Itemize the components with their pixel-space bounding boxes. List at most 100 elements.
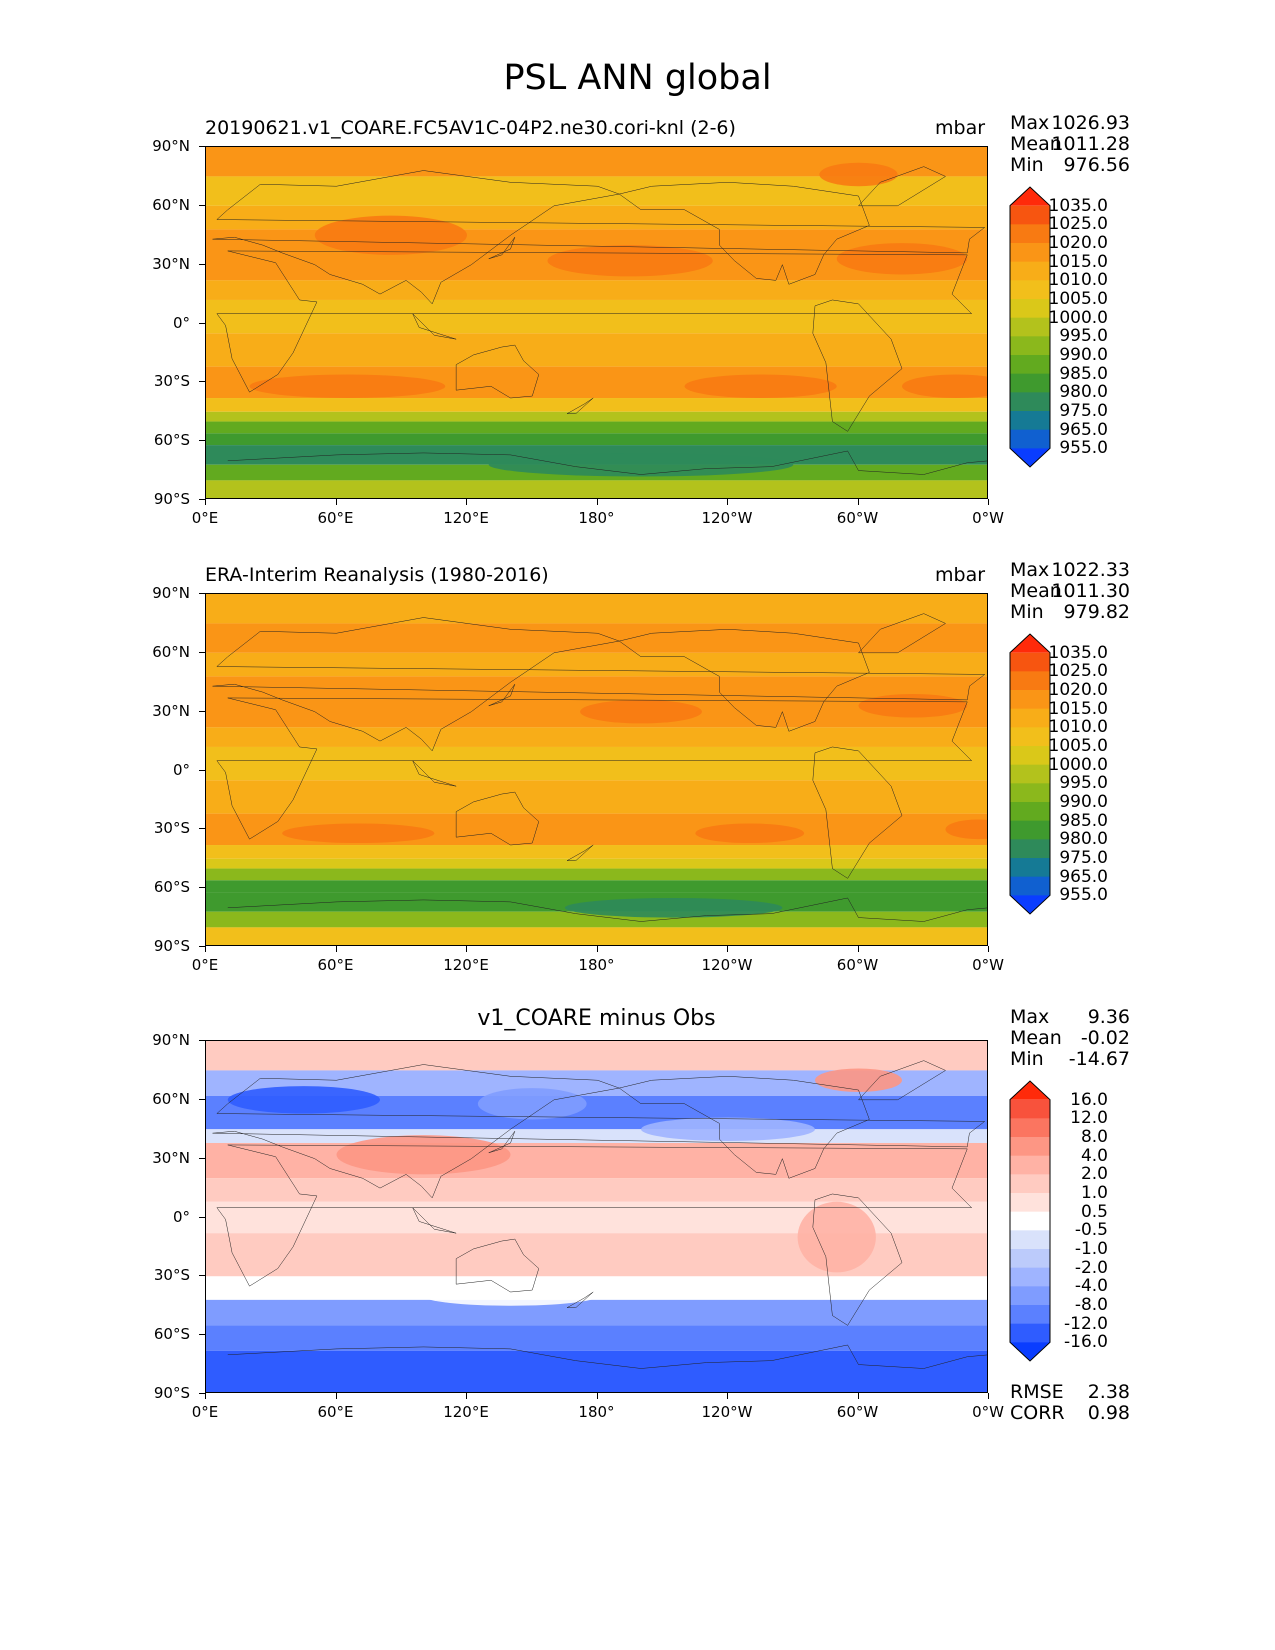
colorbar-segment [1010,746,1050,766]
colorbar-label: 995.0 [1059,773,1108,794]
lat-tick-label: 0° [172,1207,190,1226]
coastline [619,629,869,731]
coastline [489,1131,515,1153]
field-anomaly [695,823,805,844]
colorbar-segment [1010,727,1050,747]
lat-tick-label: 30°N [152,1148,190,1167]
lon-tick-label: 0°W [972,1403,1004,1421]
colorbar-segment [1010,1342,1050,1361]
stat-mean-label: Mean [1010,580,1062,602]
field-anomaly [336,1135,511,1175]
colorbar-segment [1010,783,1050,803]
lat-tick-mark [199,828,205,830]
field-anomaly [314,215,467,255]
lon-tick-label: 60°W [836,1403,879,1421]
colorbar-segment [1010,802,1050,822]
lat-tick-label: 90°S [153,490,190,508]
field-anomaly [858,694,968,718]
coastline [813,747,902,878]
field-band [206,880,987,893]
lon-tick-label: 120°E [443,509,489,527]
colorbar-label: 955.0 [1059,438,1108,459]
colorbar-segment [1010,652,1050,672]
lat-tick-label: 0° [172,760,190,779]
lat-tick-label: 30°S [153,1266,190,1285]
lon-tick-mark [857,1393,859,1399]
lat-tick-label: 90°N [152,584,190,602]
coastline [489,237,515,259]
lat-tick-label: 60°N [152,1089,190,1108]
lon-tick-label: 120°W [701,956,753,974]
lon-tick-label: 180° [578,956,615,974]
colorbar-label: 1035.0 [1048,195,1108,216]
field-band [206,623,987,653]
lon-tick-mark [988,1393,989,1399]
field-anomaly [227,1086,380,1114]
coastline [213,618,985,751]
colorbar-segment [1010,280,1050,300]
colorbar-label: 985.0 [1059,363,1108,384]
lon-tick-mark [988,946,989,952]
colorbar-segment [1010,336,1050,356]
lon-tick-label: 0°E [191,956,219,974]
stat-max-label: Max [1010,112,1050,134]
colorbar-segment [1010,299,1050,319]
lat-tick-mark [199,322,205,324]
lat-tick-mark [199,1157,205,1159]
colorbar-segment [1010,205,1050,225]
lon-tick-mark [596,499,598,505]
colorbar [1009,1080,1051,1362]
coastline [859,614,946,653]
colorbar-label: 2.0 [1080,1164,1108,1185]
lon-tick-mark [596,1393,598,1399]
coastline [859,167,946,206]
field-anomaly [564,897,783,918]
lat-tick-mark [199,1040,205,1041]
coastline [228,451,988,475]
stat-mean-label: Mean [1010,1027,1062,1049]
field-band [206,1129,987,1143]
colorbar-label: 980.0 [1059,829,1108,850]
field-band [206,594,987,624]
lon-tick-mark [466,946,467,952]
lon-tick-mark [727,499,728,505]
field-band [206,780,987,814]
colorbar-segment [1010,1267,1050,1287]
stat-min-label: Min [1010,1048,1044,1070]
lat-tick-mark [199,1393,205,1394]
colorbar-label: 985.0 [1059,810,1108,831]
coastline [456,1239,539,1292]
lat-tick-mark [199,440,205,442]
lat-tick-label: 60°N [152,642,190,661]
stat-max-label: Max [1010,559,1050,581]
lon-tick-mark [205,499,206,505]
field-anomaly [547,245,713,277]
colorbar-label: 975.0 [1059,401,1108,421]
coastline [456,345,539,398]
lat-tick-mark [199,1334,205,1336]
colorbar-segment [1010,1323,1050,1343]
field-band [206,1350,987,1392]
colorbar-segment [1010,839,1050,859]
field-anomaly [684,374,837,399]
lon-tick-label: 0°E [191,1403,219,1421]
colorbar-segment [1010,1118,1050,1138]
lon-tick-label: 180° [578,509,615,527]
colorbar-label: 4.0 [1080,1145,1108,1166]
field-band [206,411,987,422]
lon-tick-mark [466,499,467,505]
coastline [228,898,988,922]
coastline [213,1065,985,1198]
stat-max-value: 1026.93 [1051,112,1130,134]
lon-tick-mark [988,499,989,505]
colorbar-segment [1010,895,1050,914]
units-label: mbar [935,117,986,139]
lon-tick-mark [857,946,859,952]
stat-mean-value: 1011.28 [1051,133,1130,155]
colorbar-segment [1010,429,1050,449]
colorbar-segment [1010,690,1050,710]
field-band [206,746,987,781]
lon-tick-mark [466,1393,467,1399]
field-band [206,280,987,300]
coastline [619,182,869,284]
